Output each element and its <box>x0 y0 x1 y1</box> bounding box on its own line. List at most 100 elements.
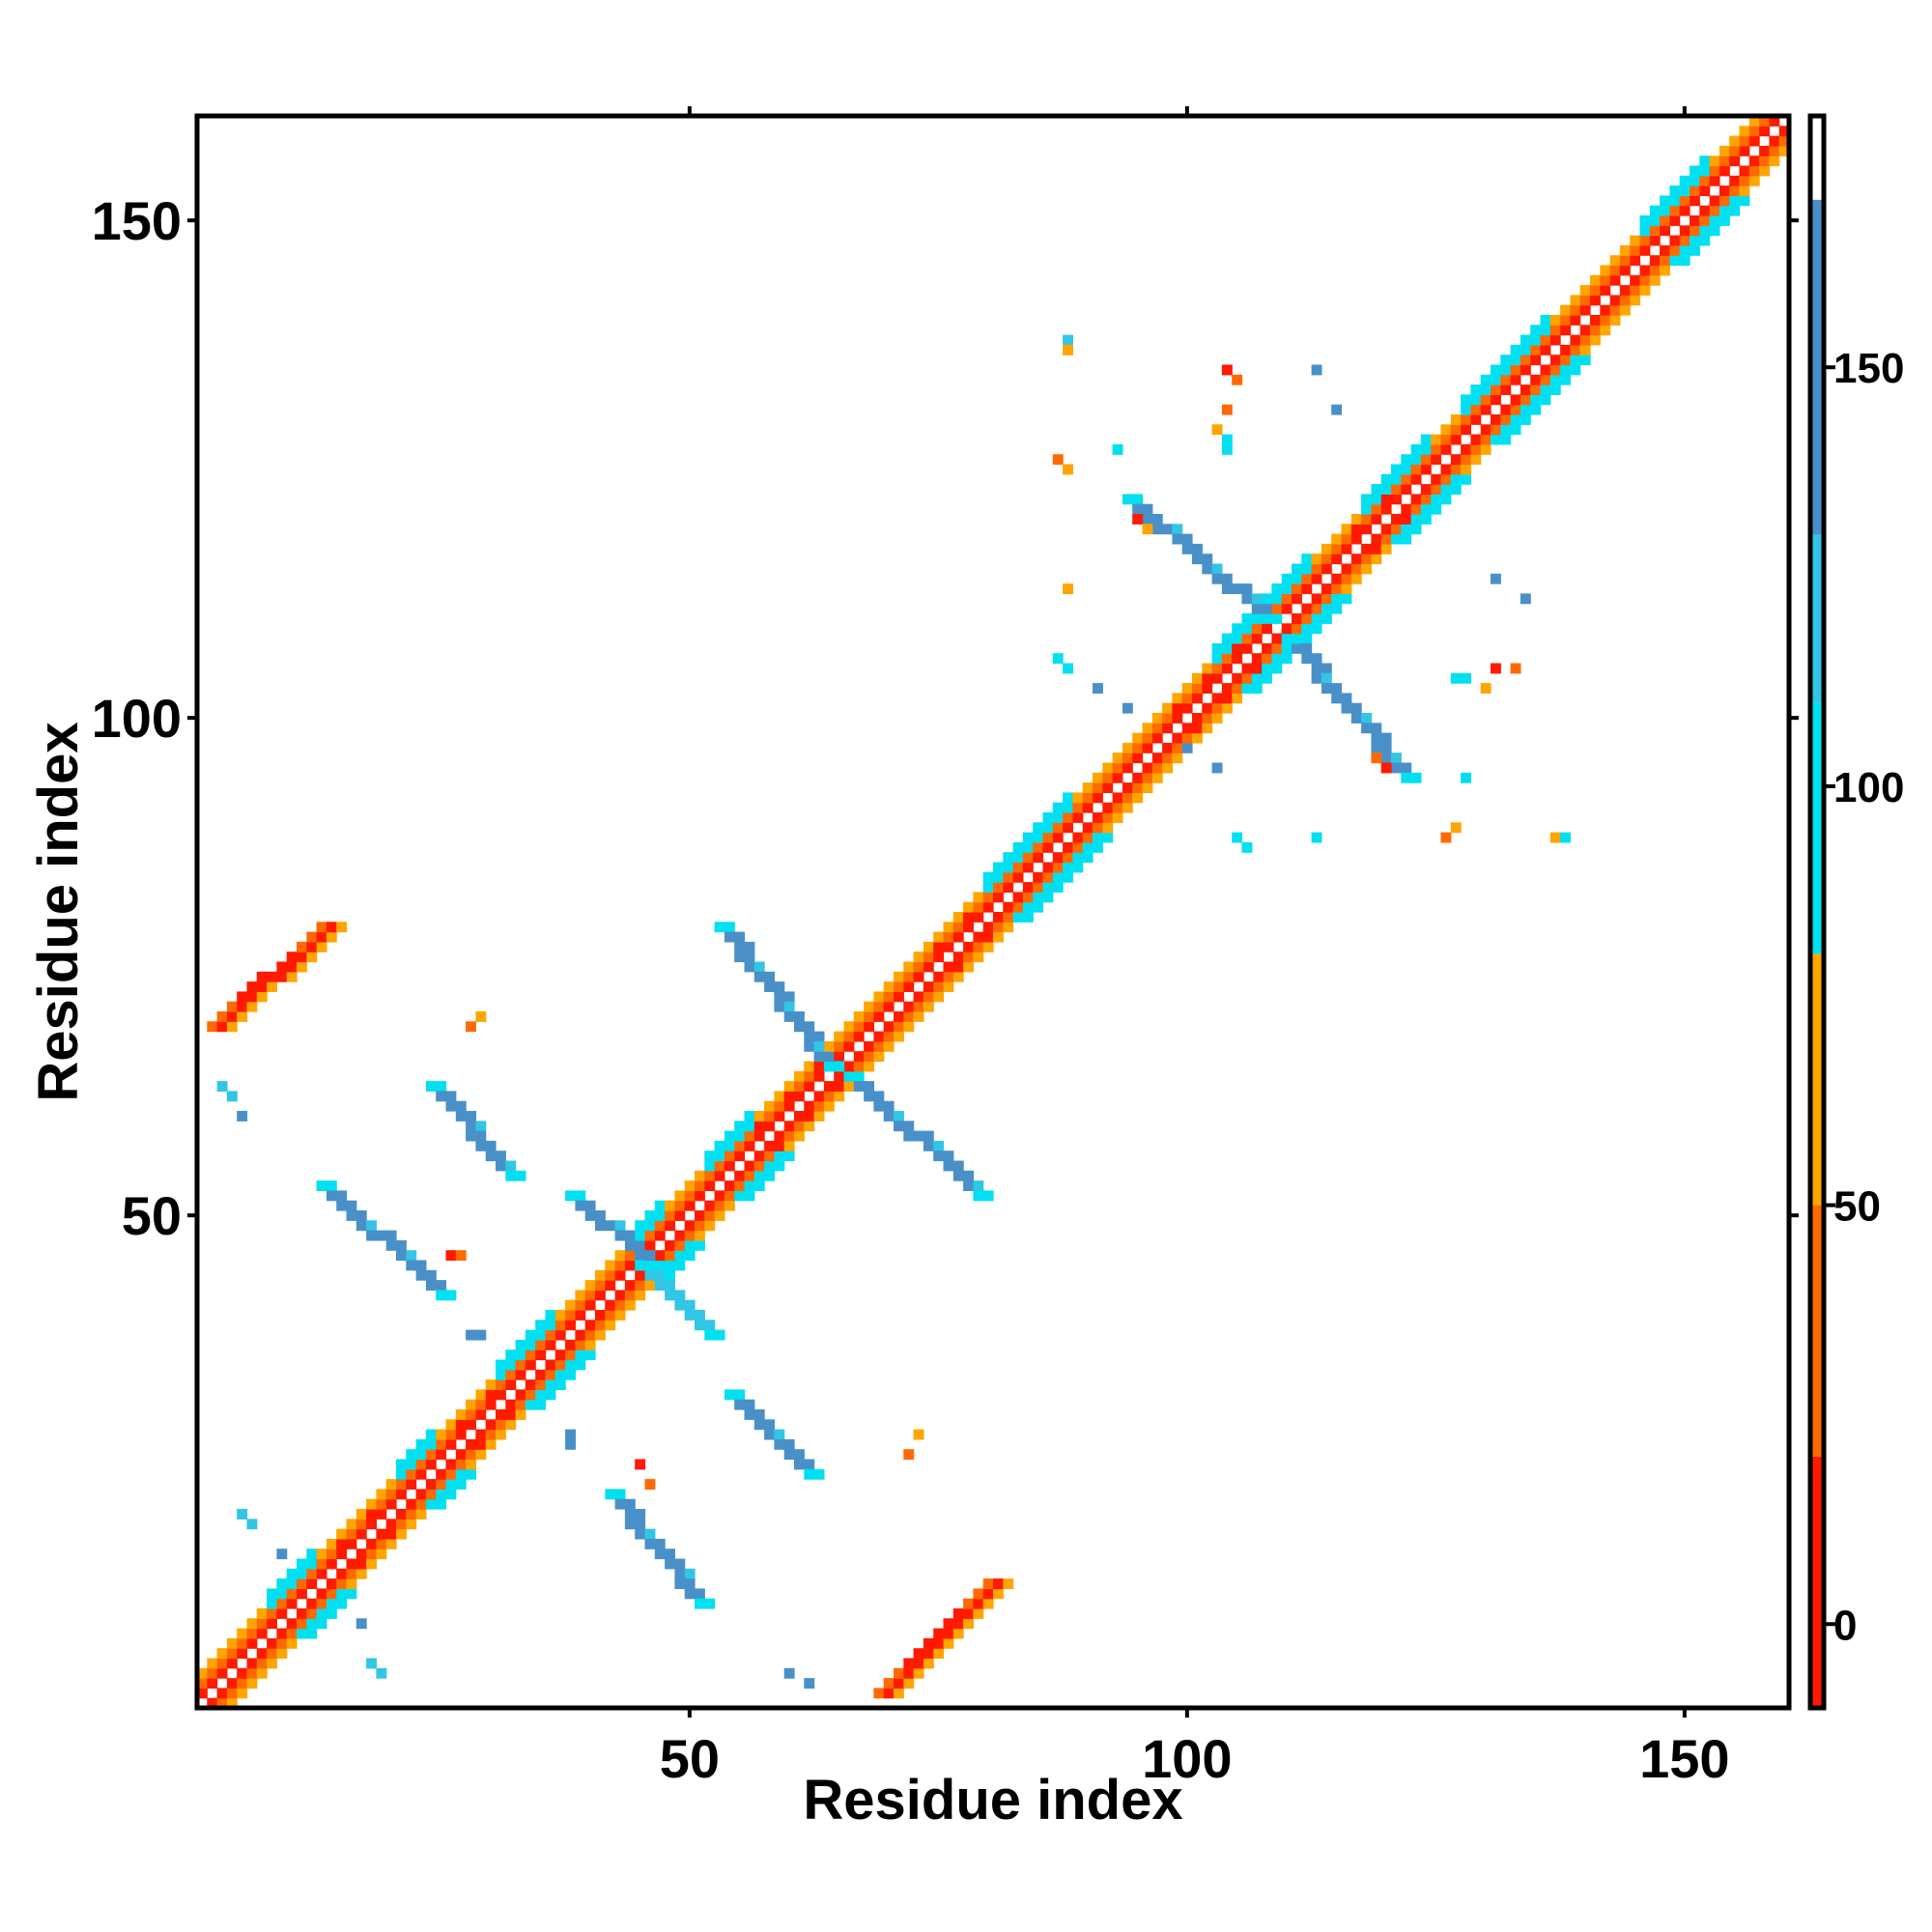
heatmap-cell <box>804 1070 815 1082</box>
heatmap-cell <box>933 1648 945 1660</box>
heatmap-cell <box>695 1588 705 1600</box>
heatmap-cell <box>1480 394 1492 406</box>
heatmap-cell <box>355 1528 367 1540</box>
heatmap-cell <box>813 1468 825 1480</box>
heatmap-cell <box>654 1548 666 1560</box>
heatmap-cell <box>1211 762 1223 774</box>
heatmap-cell <box>385 1538 397 1549</box>
colorbar-segment <box>1810 953 1824 1206</box>
heatmap-cell <box>455 1479 467 1490</box>
heatmap-cell <box>644 1528 656 1540</box>
heatmap-cell <box>624 1290 636 1301</box>
heatmap-cell <box>545 1389 556 1401</box>
heatmap-cell <box>1192 713 1203 724</box>
heatmap-cell <box>1132 792 1144 804</box>
heatmap-cell <box>1769 145 1780 156</box>
heatmap-cell <box>1003 922 1014 933</box>
heatmap-cell <box>207 1667 218 1679</box>
heatmap-cell <box>1699 215 1711 226</box>
heatmap-cell <box>1042 882 1054 893</box>
heatmap-cell <box>993 1588 1004 1600</box>
heatmap-cell <box>1271 642 1283 654</box>
heatmap-cell <box>963 1170 974 1181</box>
heatmap-cell <box>943 1618 954 1630</box>
heatmap-cell <box>883 991 895 1003</box>
heatmap-cell <box>1281 642 1293 654</box>
heatmap-cell <box>1281 623 1293 635</box>
heatmap-cell <box>753 961 765 973</box>
heatmap-cell <box>1530 325 1542 336</box>
heatmap-cell <box>1371 484 1382 495</box>
heatmap-cell <box>1649 235 1661 246</box>
heatmap-cell <box>624 1299 636 1311</box>
heatmap-cell <box>1690 165 1700 177</box>
heatmap-cell <box>1440 464 1452 475</box>
heatmap-cell <box>1232 374 1243 385</box>
heatmap-cell <box>1301 573 1313 584</box>
heatmap-cell <box>903 981 915 992</box>
heatmap-cell <box>982 882 994 893</box>
heatmap-cell <box>1271 613 1283 624</box>
heatmap-cell <box>425 1489 437 1500</box>
heatmap-cell <box>1391 762 1402 774</box>
heatmap-cell <box>982 901 994 913</box>
heatmap-cell <box>1172 732 1183 744</box>
heatmap-cell <box>1371 554 1382 565</box>
heatmap-cell <box>1679 185 1690 196</box>
heatmap-cell <box>1431 443 1442 455</box>
heatmap-cell <box>635 1509 646 1520</box>
heatmap-cell <box>485 1399 497 1410</box>
heatmap-cell <box>1570 295 1581 306</box>
heatmap-cell <box>326 1608 337 1619</box>
heatmap-cell <box>565 1299 576 1311</box>
heatmap-cell <box>864 1051 874 1063</box>
heatmap-cell <box>336 1598 348 1609</box>
heatmap-cell <box>624 1519 636 1530</box>
heatmap-cell <box>1461 414 1471 425</box>
heatmap-cell <box>1192 723 1203 734</box>
heatmap-cell <box>665 1210 675 1221</box>
heatmap-cell <box>1241 593 1253 605</box>
heatmap-cell <box>425 1429 437 1440</box>
heatmap-cell <box>933 1637 945 1649</box>
heatmap-cell <box>1530 374 1542 385</box>
heatmap-cell <box>1311 653 1322 665</box>
heatmap-cell <box>1033 882 1044 893</box>
heatmap-cell <box>614 1260 626 1271</box>
heatmap-cell <box>714 1329 725 1341</box>
heatmap-cell <box>1391 464 1402 475</box>
heatmap-cell <box>873 1040 885 1052</box>
heatmap-cell <box>684 1588 696 1600</box>
heatmap-cell <box>326 922 337 933</box>
heatmap-cell <box>963 1608 974 1619</box>
heatmap-cell <box>695 1320 705 1331</box>
heatmap-cell <box>644 1538 656 1549</box>
heatmap-cell <box>1420 484 1432 495</box>
heatmap-cell <box>993 922 1004 933</box>
x-axis-ticks: 50 100 150 <box>660 106 1730 1789</box>
heatmap-cell <box>326 931 337 943</box>
heatmap-cell <box>1510 374 1521 385</box>
heatmap-cell <box>1410 464 1422 475</box>
heatmap-cell <box>525 1339 536 1350</box>
heatmap-cell <box>1003 912 1014 923</box>
heatmap-cell <box>1232 672 1243 684</box>
heatmap-cell <box>1162 742 1173 753</box>
heatmap-cell <box>1221 404 1233 415</box>
heatmap-cell <box>1221 364 1233 376</box>
heatmap-cell <box>1630 295 1641 306</box>
heatmap-cell <box>237 1011 248 1022</box>
heatmap-cell <box>1202 672 1213 684</box>
heatmap-cell <box>1450 424 1462 436</box>
heatmap-cell <box>724 1200 735 1211</box>
heatmap-cell <box>216 1648 228 1660</box>
heatmap-cell <box>256 1648 268 1660</box>
heatmap-cell <box>753 1160 765 1172</box>
heatmap-cell <box>316 922 327 933</box>
x-tick-label: 50 <box>660 1728 720 1789</box>
heatmap-cell <box>614 1220 626 1232</box>
heatmap-cell <box>425 1280 437 1291</box>
heatmap-cell <box>624 1239 636 1251</box>
heatmap-cell <box>635 1290 646 1301</box>
heatmap-cell <box>455 1250 467 1262</box>
